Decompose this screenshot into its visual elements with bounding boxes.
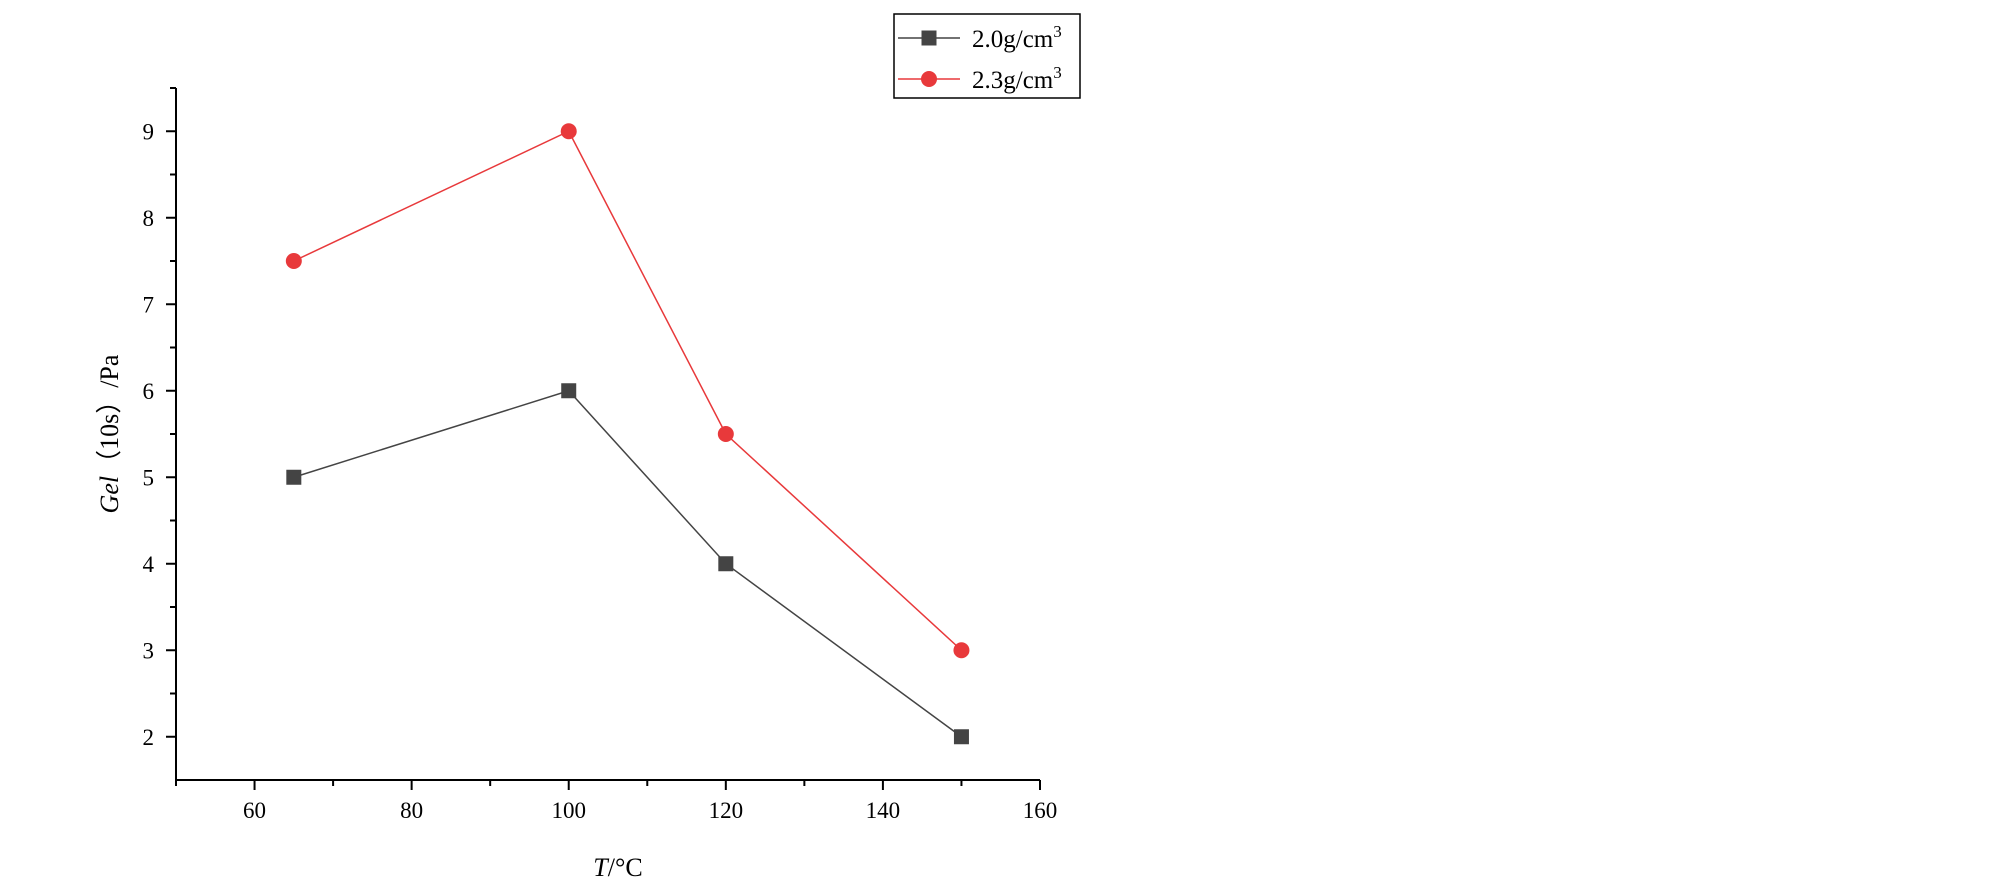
y-tick-label: 9 — [143, 119, 155, 144]
legend-item: 2.3g/cm3 — [898, 63, 1062, 94]
y-tick-label: 2 — [143, 725, 155, 750]
y-axis-title-rest: （10s）/Pa — [95, 354, 124, 476]
series-line — [293, 130, 962, 651]
x-tick-label: 60 — [243, 798, 266, 823]
series-0 — [286, 383, 969, 745]
x-tick-label: 80 — [400, 798, 423, 823]
series-layer — [285, 123, 970, 745]
legend-label-sup: 3 — [1053, 22, 1062, 41]
y-axis-title: Gel（10s）/Pa — [95, 354, 124, 513]
data-point — [285, 253, 302, 269]
y-tick-label: 4 — [143, 552, 155, 577]
legend-marker — [921, 30, 937, 46]
legend-label-name: 2.0g/cm — [972, 26, 1054, 53]
y-tick-label: 7 — [143, 292, 155, 317]
y-tick-label: 8 — [143, 206, 155, 231]
y-tick-label: 6 — [143, 379, 155, 404]
y-tick-label: 3 — [143, 638, 155, 663]
data-point — [718, 556, 734, 572]
x-axis-title: T/°C — [593, 853, 642, 882]
x-tick-label: 120 — [709, 798, 744, 823]
legend-marker — [921, 71, 937, 87]
legend-label-sup: 3 — [1053, 63, 1062, 82]
data-point — [561, 383, 577, 399]
legend-label: 2.0g/cm3 — [972, 22, 1062, 53]
x-tick-label: 160 — [1023, 798, 1058, 823]
series-1 — [285, 123, 970, 659]
axes: 60 80 100 120 140 160 2 3 4 5 6 7 8 9 T/°C Gel（10s）/Pa — [95, 87, 1058, 882]
x-axis-title-var: T — [593, 853, 609, 882]
legend-label-name: 2.3g/cm — [972, 67, 1054, 94]
data-point — [953, 642, 970, 659]
data-point — [717, 426, 734, 442]
series-line — [293, 389, 962, 738]
data-point — [286, 469, 302, 485]
data-point — [560, 123, 577, 140]
x-tick-label: 100 — [551, 798, 586, 823]
data-point — [953, 729, 969, 745]
y-axis-title-var: Gel — [95, 476, 124, 514]
x-tick-label: 140 — [866, 798, 901, 823]
y-tick-label: 5 — [143, 465, 155, 490]
legend-item: 2.0g/cm3 — [898, 22, 1062, 53]
legend-label: 2.3g/cm3 — [972, 63, 1062, 94]
x-axis-title-unit: /°C — [608, 853, 643, 882]
